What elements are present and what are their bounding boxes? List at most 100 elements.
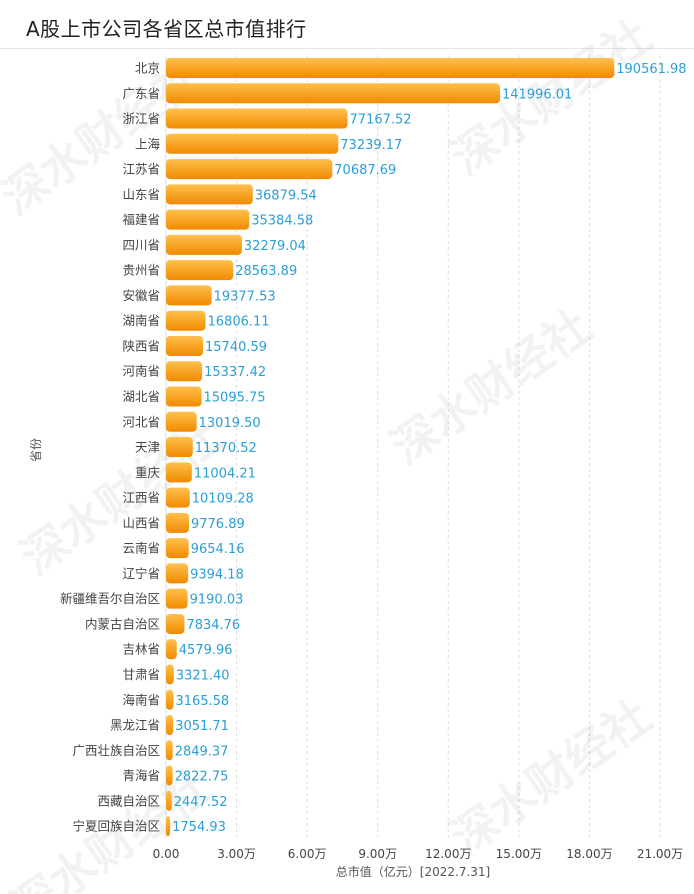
bar [166,234,242,255]
data-label: 11370.52 [195,441,257,456]
data-label: 1754.93 [172,820,226,835]
category-label: 江苏省 [122,162,160,177]
bar [166,563,189,584]
bar [166,487,190,508]
watermark-text: 深水财经社 [381,299,600,475]
bar [166,209,250,230]
bar [166,184,253,205]
category-label: 江西省 [122,490,160,505]
data-label: 11004.21 [194,466,256,481]
bar [166,437,193,458]
x-tick-label: 6.00万 [288,847,327,861]
y-axis-title: 省份 [29,438,43,462]
data-label: 10109.28 [192,492,254,507]
category-label: 西藏自治区 [97,793,160,808]
data-label: 13019.50 [199,416,261,431]
data-label: 141996.01 [502,87,572,102]
bar [166,639,177,660]
category-label: 山西省 [122,515,160,530]
data-label: 3321.40 [176,668,230,683]
category-label: 云南省 [122,541,160,556]
bar [166,386,202,407]
bar [166,260,234,281]
category-label: 上海 [135,136,161,151]
category-label: 天津 [135,440,160,455]
data-label: 15740.59 [205,340,267,355]
value-labels: 190561.98 141996.01 77167.52 73239.17 70687.… [172,62,686,835]
category-label: 广西壮族自治区 [72,743,160,758]
bar [166,715,174,736]
bar [166,613,185,634]
category-label: 湖南省 [122,313,160,328]
watermark-text: 深水财经社 [441,689,660,865]
bar [166,361,203,382]
category-label: 河南省 [122,364,160,379]
page-title: A股上市公司各省区总市值排行 [26,17,307,41]
category-label: 黑龙江省 [110,718,160,733]
data-label: 9654.16 [191,542,245,557]
data-label: 28563.89 [235,264,297,279]
category-label: 福建省 [122,212,160,227]
data-label: 15337.42 [204,365,266,380]
category-label: 北京 [135,61,160,76]
data-label: 9776.89 [191,517,245,532]
data-label: 3051.71 [175,719,229,734]
bar [166,310,206,331]
bar [166,765,173,786]
data-label: 35384.58 [251,214,313,229]
x-tick-label: 9.00万 [358,847,397,861]
bar [166,512,189,533]
data-label: 4579.96 [179,643,233,658]
category-label: 山东省 [122,187,160,202]
data-label: 77167.52 [350,113,412,128]
data-label: 7834.76 [186,618,240,633]
data-label: 3165.58 [175,694,229,709]
data-label: 2447.52 [174,795,228,810]
bar [166,790,172,811]
bar [166,538,189,559]
bar [166,335,204,356]
data-label: 73239.17 [340,138,402,153]
category-label: 宁夏回族自治区 [72,819,160,834]
x-tick-label: 15.00万 [496,847,542,861]
category-label: 新疆维吾尔自治区 [60,591,160,606]
category-label: 安徽省 [122,288,160,303]
category-label: 重庆 [135,465,161,480]
bar [166,689,174,710]
category-label: 陕西省 [122,338,160,353]
category-label: 贵州省 [122,263,160,278]
data-label: 16806.11 [208,315,270,330]
category-label: 海南省 [122,692,160,707]
bar [166,462,192,483]
bar [166,133,339,154]
bars [166,58,615,837]
category-label: 吉林省 [122,642,160,657]
data-label: 32279.04 [244,239,306,254]
data-label: 36879.54 [255,188,317,203]
x-tick-labels: 0.00 3.00万 6.00万 9.00万 12.00万 15.00万 18.00万 21.… [153,847,684,861]
category-label: 湖北省 [122,389,160,404]
category-label: 辽宁省 [122,566,160,581]
x-axis-title: 总市值（亿元）[2022.7.31] [336,864,490,879]
bar [166,664,174,685]
data-label: 9190.03 [190,593,244,608]
category-label: 浙江省 [122,111,160,126]
data-label: 15095.75 [204,391,266,406]
bar [166,159,333,180]
category-label: 四川省 [122,237,160,252]
x-tick-label: 18.00万 [566,847,612,861]
data-label: 19377.53 [214,289,276,304]
title-bar: A股上市公司各省区总市值排行 [0,0,694,49]
category-label: 青海省 [122,768,160,783]
x-tick-label: 12.00万 [425,847,471,861]
data-label: 9394.18 [190,567,244,582]
x-tick-label: 21.00万 [637,847,683,861]
category-label: 河北省 [122,414,160,429]
category-label: 甘肃省 [122,667,160,682]
x-tick-label: 0.00 [153,847,180,861]
category-label: 广东省 [122,86,160,101]
category-label: 内蒙古自治区 [85,616,160,631]
bar [166,58,615,78]
data-label: 70687.69 [334,163,396,178]
